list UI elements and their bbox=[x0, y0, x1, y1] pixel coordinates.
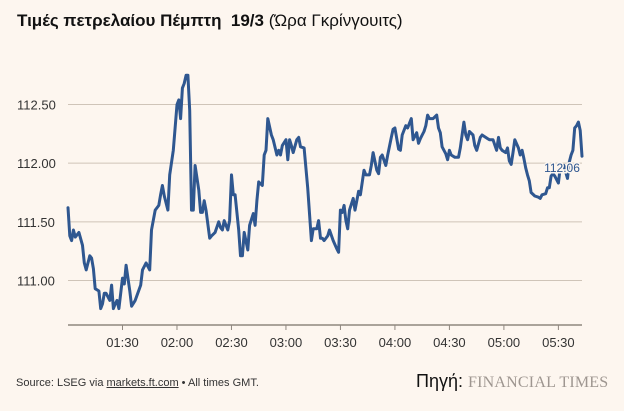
y-tick-label: 112.50 bbox=[17, 98, 56, 113]
x-tick-label: 03:00 bbox=[270, 335, 303, 350]
x-tick-label: 04:00 bbox=[379, 335, 412, 350]
x-tick-label: 05:00 bbox=[488, 335, 521, 350]
y-tick-label: 112.00 bbox=[17, 156, 56, 171]
x-tick-label: 01:30 bbox=[106, 335, 139, 350]
price-series-line bbox=[66, 73, 584, 311]
x-tick-label: 02:30 bbox=[215, 335, 248, 350]
chart-title-main: Τιμές πετρελαίου Πέμπτη 19/3 bbox=[17, 11, 264, 30]
x-tick-label: 02:00 bbox=[161, 335, 194, 350]
source-prefix: Source: LSEG via bbox=[16, 377, 107, 389]
y-tick-label: 111.00 bbox=[17, 273, 55, 288]
ft-logo-text: FINANCIAL TIMES bbox=[468, 374, 609, 391]
credit-label: Πηγή: bbox=[416, 371, 464, 391]
source-link[interactable]: markets.ft.com bbox=[106, 377, 179, 389]
chart-title: Τιμές πετρελαίου Πέμπτη 19/3 (Ώρα Γκρίνγ… bbox=[17, 11, 403, 31]
last-price-label: 112.06 bbox=[544, 161, 580, 175]
x-tick-label: 04:30 bbox=[433, 335, 466, 350]
credit: Πηγή: FINANCIAL TIMES bbox=[416, 371, 608, 392]
chart-title-timezone: (Ώρα Γκρίνγουιτς) bbox=[263, 11, 403, 30]
x-tick-label: 05:30 bbox=[542, 335, 575, 350]
y-tick-label: 111.50 bbox=[17, 215, 55, 230]
source-suffix: • All times GMT. bbox=[178, 377, 259, 389]
source-note: Source: LSEG via markets.ft.com • All ti… bbox=[16, 377, 259, 389]
x-tick-label: 03:30 bbox=[324, 335, 357, 350]
